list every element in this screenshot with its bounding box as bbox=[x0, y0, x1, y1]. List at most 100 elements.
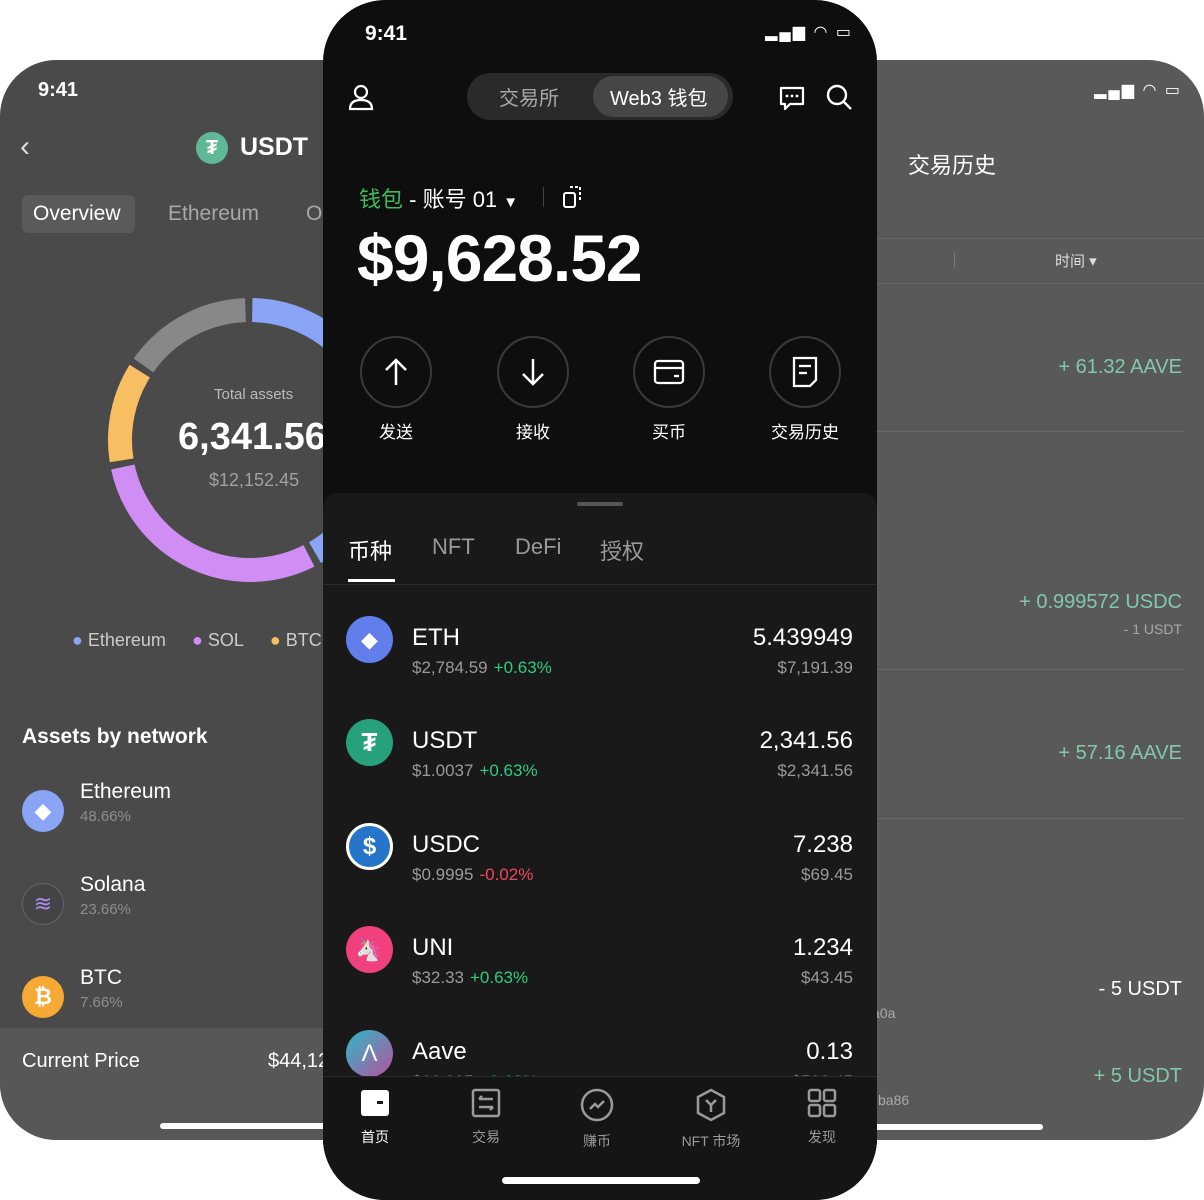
legend-btc: ● BTC bbox=[269, 630, 322, 650]
asset-amount: 1.234 bbox=[792, 934, 853, 961]
arrow-down-icon bbox=[522, 359, 544, 386]
network-name: BTC bbox=[80, 966, 122, 989]
nav-discover[interactable]: 发现 bbox=[777, 1088, 867, 1147]
divider bbox=[323, 584, 877, 585]
nav-earn[interactable]: 赚币 bbox=[552, 1088, 642, 1151]
time-filter-dropdown[interactable]: 时间 ▾ bbox=[1055, 253, 1097, 270]
home-indicator bbox=[870, 1124, 1043, 1130]
page-title: 交易历史 bbox=[908, 153, 997, 178]
card-icon bbox=[653, 359, 685, 385]
network-percent: 48.66% bbox=[80, 808, 131, 825]
legend-sol: ● SOL bbox=[191, 630, 244, 650]
asset-value: $43.45 bbox=[801, 968, 853, 987]
transaction-sub-amount: - 1 USDT bbox=[1123, 621, 1182, 637]
status-icons: ▂▄▆ ◠ ▭ bbox=[765, 24, 853, 41]
tab-nft[interactable]: NFT bbox=[432, 534, 475, 559]
donut-segment-other bbox=[133, 298, 247, 373]
tab-approvals[interactable]: 授权 bbox=[600, 539, 645, 564]
discover-grid-icon bbox=[807, 1088, 837, 1118]
asset-price: $2,784.59 +0.63% bbox=[412, 658, 552, 677]
history-button[interactable] bbox=[769, 336, 841, 408]
tab-overview[interactable]: Overview bbox=[33, 202, 121, 225]
chat-icon[interactable] bbox=[778, 84, 806, 112]
profile-icon[interactable] bbox=[347, 83, 375, 111]
network-name: Ethereum bbox=[80, 780, 172, 803]
transaction-amount[interactable]: + 0.999572 USDC bbox=[1019, 591, 1182, 613]
donut-segment-btc bbox=[108, 364, 151, 463]
uni-unicorn-icon: 🦄 bbox=[346, 926, 393, 973]
buy-button[interactable] bbox=[633, 336, 705, 408]
asset-amount: 5.439949 bbox=[752, 624, 853, 651]
usdc-icon: $ bbox=[346, 823, 393, 870]
segment-web3-wallet-label: Web3 钱包 bbox=[610, 88, 708, 110]
history-label: 交易历史 bbox=[771, 423, 839, 442]
aave-icon: Λ bbox=[346, 1030, 393, 1077]
bitcoin-icon: ₿ bbox=[22, 976, 64, 1018]
asset-symbol: UNI bbox=[412, 934, 454, 961]
back-chevron-icon[interactable]: ‹ bbox=[20, 130, 30, 163]
send-label: 发送 bbox=[379, 423, 413, 442]
receive-label: 接收 bbox=[516, 423, 550, 442]
tab-other[interactable]: O bbox=[306, 202, 323, 225]
document-icon bbox=[792, 356, 818, 388]
nav-nft-market[interactable]: NFT 市场 bbox=[663, 1088, 759, 1151]
divider bbox=[690, 818, 1184, 819]
trade-icon bbox=[471, 1088, 501, 1118]
asset-row-eth[interactable]: ◆ ETH $2,784.59 +0.63% 5.439949 $7,191.39 bbox=[323, 616, 877, 724]
address-tail: ba86 bbox=[878, 1092, 910, 1108]
asset-amount: 7.238 bbox=[792, 831, 853, 858]
divider bbox=[690, 238, 1204, 239]
nav-trade[interactable]: 交易 bbox=[441, 1088, 531, 1147]
home-icon bbox=[361, 1090, 389, 1116]
asset-price: $0.9995 -0.02% bbox=[412, 865, 534, 884]
send-button[interactable] bbox=[360, 336, 432, 408]
network-percent: 7.66% bbox=[80, 994, 123, 1011]
copy-address-icon[interactable] bbox=[561, 184, 585, 210]
usdt-icon: ₮ bbox=[346, 719, 393, 766]
divider bbox=[690, 283, 1204, 284]
search-icon[interactable] bbox=[825, 83, 853, 111]
eth-icon: ◆ bbox=[346, 616, 393, 663]
total-assets-label: Total assets bbox=[214, 386, 294, 403]
ethereum-icon: ◆ bbox=[22, 790, 64, 832]
asset-row-usdc[interactable]: $ USDC $0.9995 -0.02% 7.238 $69.45 bbox=[323, 823, 877, 931]
transaction-amount[interactable]: - 5 USDT bbox=[1098, 978, 1182, 1000]
transaction-amount[interactable]: + 57.16 AAVE bbox=[1058, 742, 1182, 764]
transaction-amount[interactable]: + 5 USDT bbox=[1093, 1065, 1182, 1087]
segment-web3-wallet[interactable] bbox=[593, 76, 728, 117]
asset-symbol: USDT bbox=[412, 727, 478, 754]
donut-segment-sol bbox=[111, 464, 315, 582]
status-icons: ▂▄▆ ◠ ▭ bbox=[1094, 82, 1182, 99]
sheet-drag-handle[interactable] bbox=[577, 502, 623, 506]
earn-icon bbox=[580, 1088, 614, 1122]
account-selector[interactable]: 钱包 - 账号 01 ▼ bbox=[359, 187, 519, 212]
segment-exchange[interactable]: 交易所 bbox=[499, 88, 559, 110]
tab-defi[interactable]: DeFi bbox=[515, 534, 562, 559]
current-price-label: Current Price bbox=[22, 1050, 140, 1072]
nft-market-icon bbox=[696, 1088, 726, 1122]
total-assets-value: 6,341.56 bbox=[178, 416, 326, 458]
active-tab-underline bbox=[348, 579, 395, 582]
nav-home[interactable]: 首页 bbox=[330, 1088, 420, 1147]
network-percent: 23.66% bbox=[80, 901, 131, 918]
asset-row-usdt[interactable]: ₮ USDT $1.0037 +0.63% 2,341.56 $2,341.56 bbox=[323, 719, 877, 827]
total-balance: $9,628.52 bbox=[357, 221, 643, 295]
asset-symbol: Aave bbox=[412, 1038, 467, 1065]
asset-price: $32.33 +0.63% bbox=[412, 968, 529, 987]
asset-symbol: ETH bbox=[412, 624, 460, 651]
asset-value: $2,341.56 bbox=[777, 761, 853, 780]
network-name: Solana bbox=[80, 873, 146, 896]
status-time: 9:41 bbox=[38, 79, 79, 101]
legend-ethereum: ● Ethereum bbox=[72, 630, 166, 650]
transaction-amount[interactable]: + 61.32 AAVE bbox=[1058, 356, 1182, 378]
asset-row-uni[interactable]: 🦄 UNI $32.33 +0.63% 1.234 $43.45 bbox=[323, 926, 877, 1034]
chart-legend: ● Ethereum ● SOL ● BTC bbox=[72, 630, 322, 651]
divider bbox=[690, 431, 1184, 432]
tab-ethereum[interactable]: Ethereum bbox=[168, 202, 260, 225]
tab-overview-bg bbox=[22, 195, 135, 233]
address-tail: a0a bbox=[872, 1005, 896, 1021]
receive-button[interactable] bbox=[497, 336, 569, 408]
tab-tokens[interactable]: 币种 bbox=[348, 539, 393, 564]
divider bbox=[543, 187, 544, 207]
divider bbox=[690, 669, 1184, 670]
